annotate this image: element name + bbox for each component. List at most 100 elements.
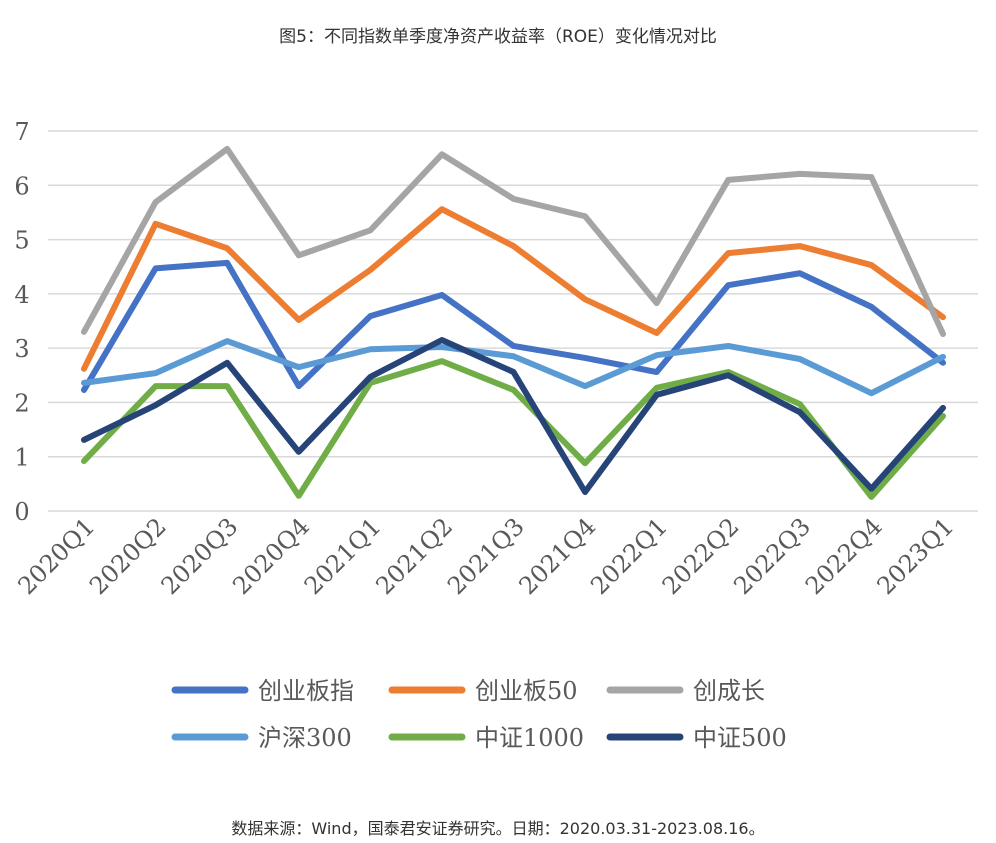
data-point — [584, 491, 586, 493]
data-point — [155, 267, 157, 269]
data-point — [942, 316, 944, 318]
data-point — [799, 272, 801, 274]
data-point — [942, 407, 944, 409]
legend-label: 创业板指 — [258, 677, 354, 705]
x-tick-label: 2021Q4 — [514, 512, 602, 600]
data-point — [441, 339, 443, 341]
data-point — [369, 269, 371, 271]
data-point — [513, 345, 514, 347]
source-note: 数据来源：Wind，国泰君安证券研究。日期：2020.03.31-2023.08… — [231, 819, 765, 838]
x-tick-label: 2022Q2 — [657, 512, 745, 600]
data-point — [513, 371, 514, 373]
data-point — [942, 333, 944, 335]
data-point — [799, 411, 801, 413]
legend-label: 沪深300 — [258, 724, 352, 752]
x-tick-label: 2021Q3 — [442, 512, 530, 600]
data-point — [369, 348, 371, 350]
x-tick-label: 2020Q4 — [227, 512, 315, 600]
y-tick-label: 0 — [14, 498, 29, 526]
data-point — [298, 319, 300, 321]
legend-label: 创业板50 — [475, 677, 578, 705]
data-point — [83, 382, 85, 384]
data-point — [727, 284, 729, 286]
data-point — [656, 332, 658, 334]
data-point — [155, 223, 157, 225]
y-tick-label: 6 — [14, 172, 29, 200]
data-point — [298, 366, 300, 368]
y-tick-label: 7 — [14, 118, 29, 146]
data-point — [727, 371, 729, 373]
x-tick-label: 2023Q1 — [872, 512, 960, 600]
x-tick-label: 2021Q1 — [299, 512, 387, 600]
legend-label: 创成长 — [693, 677, 765, 705]
y-tick-label: 2 — [14, 389, 29, 417]
data-point — [513, 198, 514, 200]
data-point — [369, 382, 371, 384]
x-tick-label: 2022Q3 — [728, 512, 816, 600]
data-point — [727, 179, 729, 181]
data-point — [226, 385, 228, 387]
data-point — [298, 254, 300, 256]
data-point — [942, 415, 944, 417]
data-point — [942, 356, 944, 358]
data-point — [870, 306, 872, 308]
data-point — [799, 173, 801, 175]
data-point — [155, 385, 157, 387]
data-point — [441, 294, 443, 296]
data-point — [727, 345, 729, 347]
data-point — [727, 252, 729, 254]
data-point — [226, 148, 228, 150]
data-point — [799, 245, 801, 247]
data-point — [584, 357, 586, 359]
data-point — [441, 360, 443, 362]
data-point — [298, 495, 300, 497]
data-point — [441, 153, 443, 155]
data-point — [870, 496, 872, 498]
data-point — [155, 372, 157, 374]
data-point — [870, 176, 872, 178]
data-point — [656, 371, 658, 373]
data-point — [656, 387, 658, 389]
data-point — [226, 262, 228, 264]
data-point — [656, 302, 658, 304]
data-point — [155, 404, 157, 406]
x-tick-label: 2022Q4 — [800, 512, 888, 600]
y-tick-label: 4 — [14, 281, 29, 309]
data-point — [799, 358, 801, 360]
data-point — [155, 201, 157, 203]
data-point — [369, 315, 371, 317]
x-tick-label: 2020Q2 — [84, 512, 172, 600]
data-point — [870, 392, 872, 394]
data-point — [870, 488, 872, 490]
data-point — [584, 462, 586, 464]
x-tick-label: 2020Q3 — [156, 512, 244, 600]
data-point — [369, 229, 371, 231]
data-point — [727, 374, 729, 376]
data-point — [942, 362, 944, 364]
data-point — [83, 368, 85, 370]
x-tick-label: 2022Q1 — [585, 512, 673, 600]
x-tick-label: 2021Q2 — [370, 512, 458, 600]
data-point — [513, 245, 514, 247]
data-point — [870, 264, 872, 266]
data-point — [369, 376, 371, 378]
data-point — [584, 215, 586, 217]
data-point — [226, 340, 228, 342]
y-tick-label: 5 — [14, 227, 29, 255]
data-point — [656, 354, 658, 356]
y-tick-label: 3 — [14, 335, 29, 363]
data-point — [513, 355, 514, 357]
data-point — [441, 208, 443, 210]
data-point — [83, 331, 85, 333]
data-point — [584, 385, 586, 387]
data-point — [83, 389, 85, 391]
chart-title: 图5：不同指数单季度净资产收益率（ROE）变化情况对比 — [279, 27, 717, 47]
data-point — [513, 389, 514, 391]
data-point — [584, 298, 586, 300]
legend-label: 中证1000 — [475, 724, 584, 752]
data-point — [799, 403, 801, 405]
legend-label: 中证500 — [693, 724, 787, 752]
y-tick-label: 1 — [14, 444, 29, 472]
data-point — [656, 394, 658, 396]
